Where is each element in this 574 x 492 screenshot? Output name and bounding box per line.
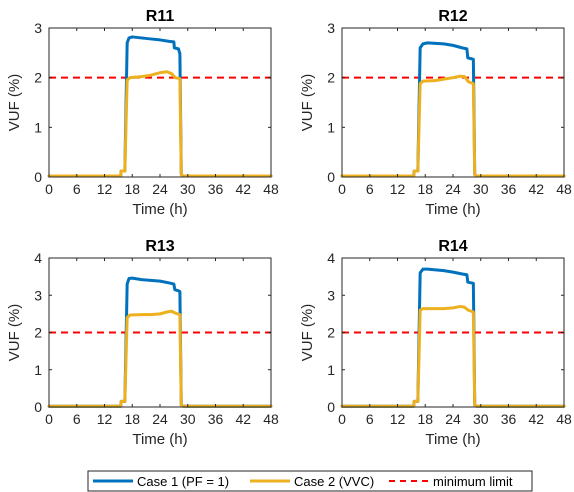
y-tick-label: 4 — [34, 250, 42, 266]
x-tick-label: 18 — [417, 181, 433, 197]
y-tick-label: 1 — [327, 362, 335, 378]
x-tick-label: 6 — [73, 181, 81, 197]
x-tick-label: 6 — [73, 411, 81, 427]
legend-label-2: Case 2 (VVC) — [294, 474, 374, 489]
x-axis-label: Time (h) — [132, 431, 187, 448]
y-tick-label: 1 — [34, 362, 42, 378]
series-line-case2 — [340, 74, 566, 178]
x-tick-label: 12 — [390, 411, 406, 427]
x-tick-label: 36 — [501, 411, 517, 427]
y-tick-label: 2 — [327, 70, 335, 86]
x-tick-label: 42 — [235, 411, 251, 427]
y-tick-label: 1 — [327, 119, 335, 135]
legend-label-3: minimum limit — [433, 474, 513, 489]
y-tick-label: 2 — [34, 325, 42, 341]
x-tick-label: 48 — [263, 411, 279, 427]
x-tick-label: 30 — [473, 181, 489, 197]
subplot-title: R14 — [438, 238, 467, 255]
y-axis-label: VUF (%) — [299, 74, 316, 132]
legend-label-1: Case 1 (PF = 1) — [137, 474, 229, 489]
x-tick-label: 48 — [556, 411, 572, 427]
x-tick-label: 12 — [390, 181, 406, 197]
x-tick-label: 0 — [338, 181, 346, 197]
y-tick-label: 0 — [327, 399, 335, 415]
x-tick-label: 30 — [180, 181, 196, 197]
x-tick-label: 0 — [45, 181, 53, 197]
x-tick-label: 6 — [366, 181, 374, 197]
x-tick-label: 30 — [473, 411, 489, 427]
legend-box — [87, 470, 533, 492]
x-tick-label: 24 — [152, 411, 168, 427]
y-tick-label: 0 — [327, 169, 335, 185]
x-tick-label: 42 — [235, 181, 251, 197]
y-axis-label: VUF (%) — [6, 304, 23, 362]
x-tick-label: 36 — [501, 181, 517, 197]
plot-area — [49, 28, 271, 177]
x-tick-label: 18 — [417, 411, 433, 427]
y-tick-label: 2 — [34, 70, 42, 86]
x-tick-label: 0 — [45, 411, 53, 427]
series-line-case2 — [340, 304, 566, 408]
y-tick-label: 0 — [34, 399, 42, 415]
y-tick-label: 4 — [327, 250, 335, 266]
x-axis-label: Time (h) — [132, 201, 187, 218]
x-tick-label: 24 — [152, 181, 168, 197]
subplot-title: R13 — [145, 238, 174, 255]
x-tick-label: 36 — [208, 411, 224, 427]
x-tick-label: 0 — [338, 411, 346, 427]
x-tick-label: 48 — [263, 181, 279, 197]
y-tick-label: 2 — [327, 325, 335, 341]
legend: Case 1 (PF = 1) Case 2 (VVC) minimum limit — [87, 470, 533, 492]
y-tick-label: 0 — [34, 169, 42, 185]
x-tick-label: 24 — [445, 411, 461, 427]
y-tick-label: 3 — [327, 20, 335, 36]
plot-area — [342, 28, 564, 177]
x-tick-label: 48 — [556, 181, 572, 197]
y-axis-label: VUF (%) — [299, 304, 316, 362]
x-tick-label: 12 — [97, 411, 113, 427]
x-tick-label: 30 — [180, 411, 196, 427]
x-tick-label: 42 — [528, 411, 544, 427]
x-tick-label: 24 — [445, 181, 461, 197]
y-tick-label: 1 — [34, 119, 42, 135]
x-tick-label: 18 — [124, 411, 140, 427]
x-tick-label: 36 — [208, 181, 224, 197]
x-tick-label: 42 — [528, 181, 544, 197]
x-axis-label: Time (h) — [425, 431, 480, 448]
series-line-case2 — [47, 70, 273, 178]
x-axis-label: Time (h) — [425, 201, 480, 218]
y-tick-label: 3 — [327, 287, 335, 303]
y-tick-label: 3 — [34, 20, 42, 36]
x-tick-label: 6 — [366, 411, 374, 427]
subplot-title: R11 — [146, 8, 175, 25]
x-tick-label: 12 — [97, 181, 113, 197]
subplot-title: R12 — [438, 8, 467, 25]
x-tick-label: 18 — [124, 181, 140, 197]
y-tick-label: 3 — [34, 287, 42, 303]
series-line-case2 — [47, 309, 273, 408]
y-axis-label: VUF (%) — [6, 74, 23, 132]
